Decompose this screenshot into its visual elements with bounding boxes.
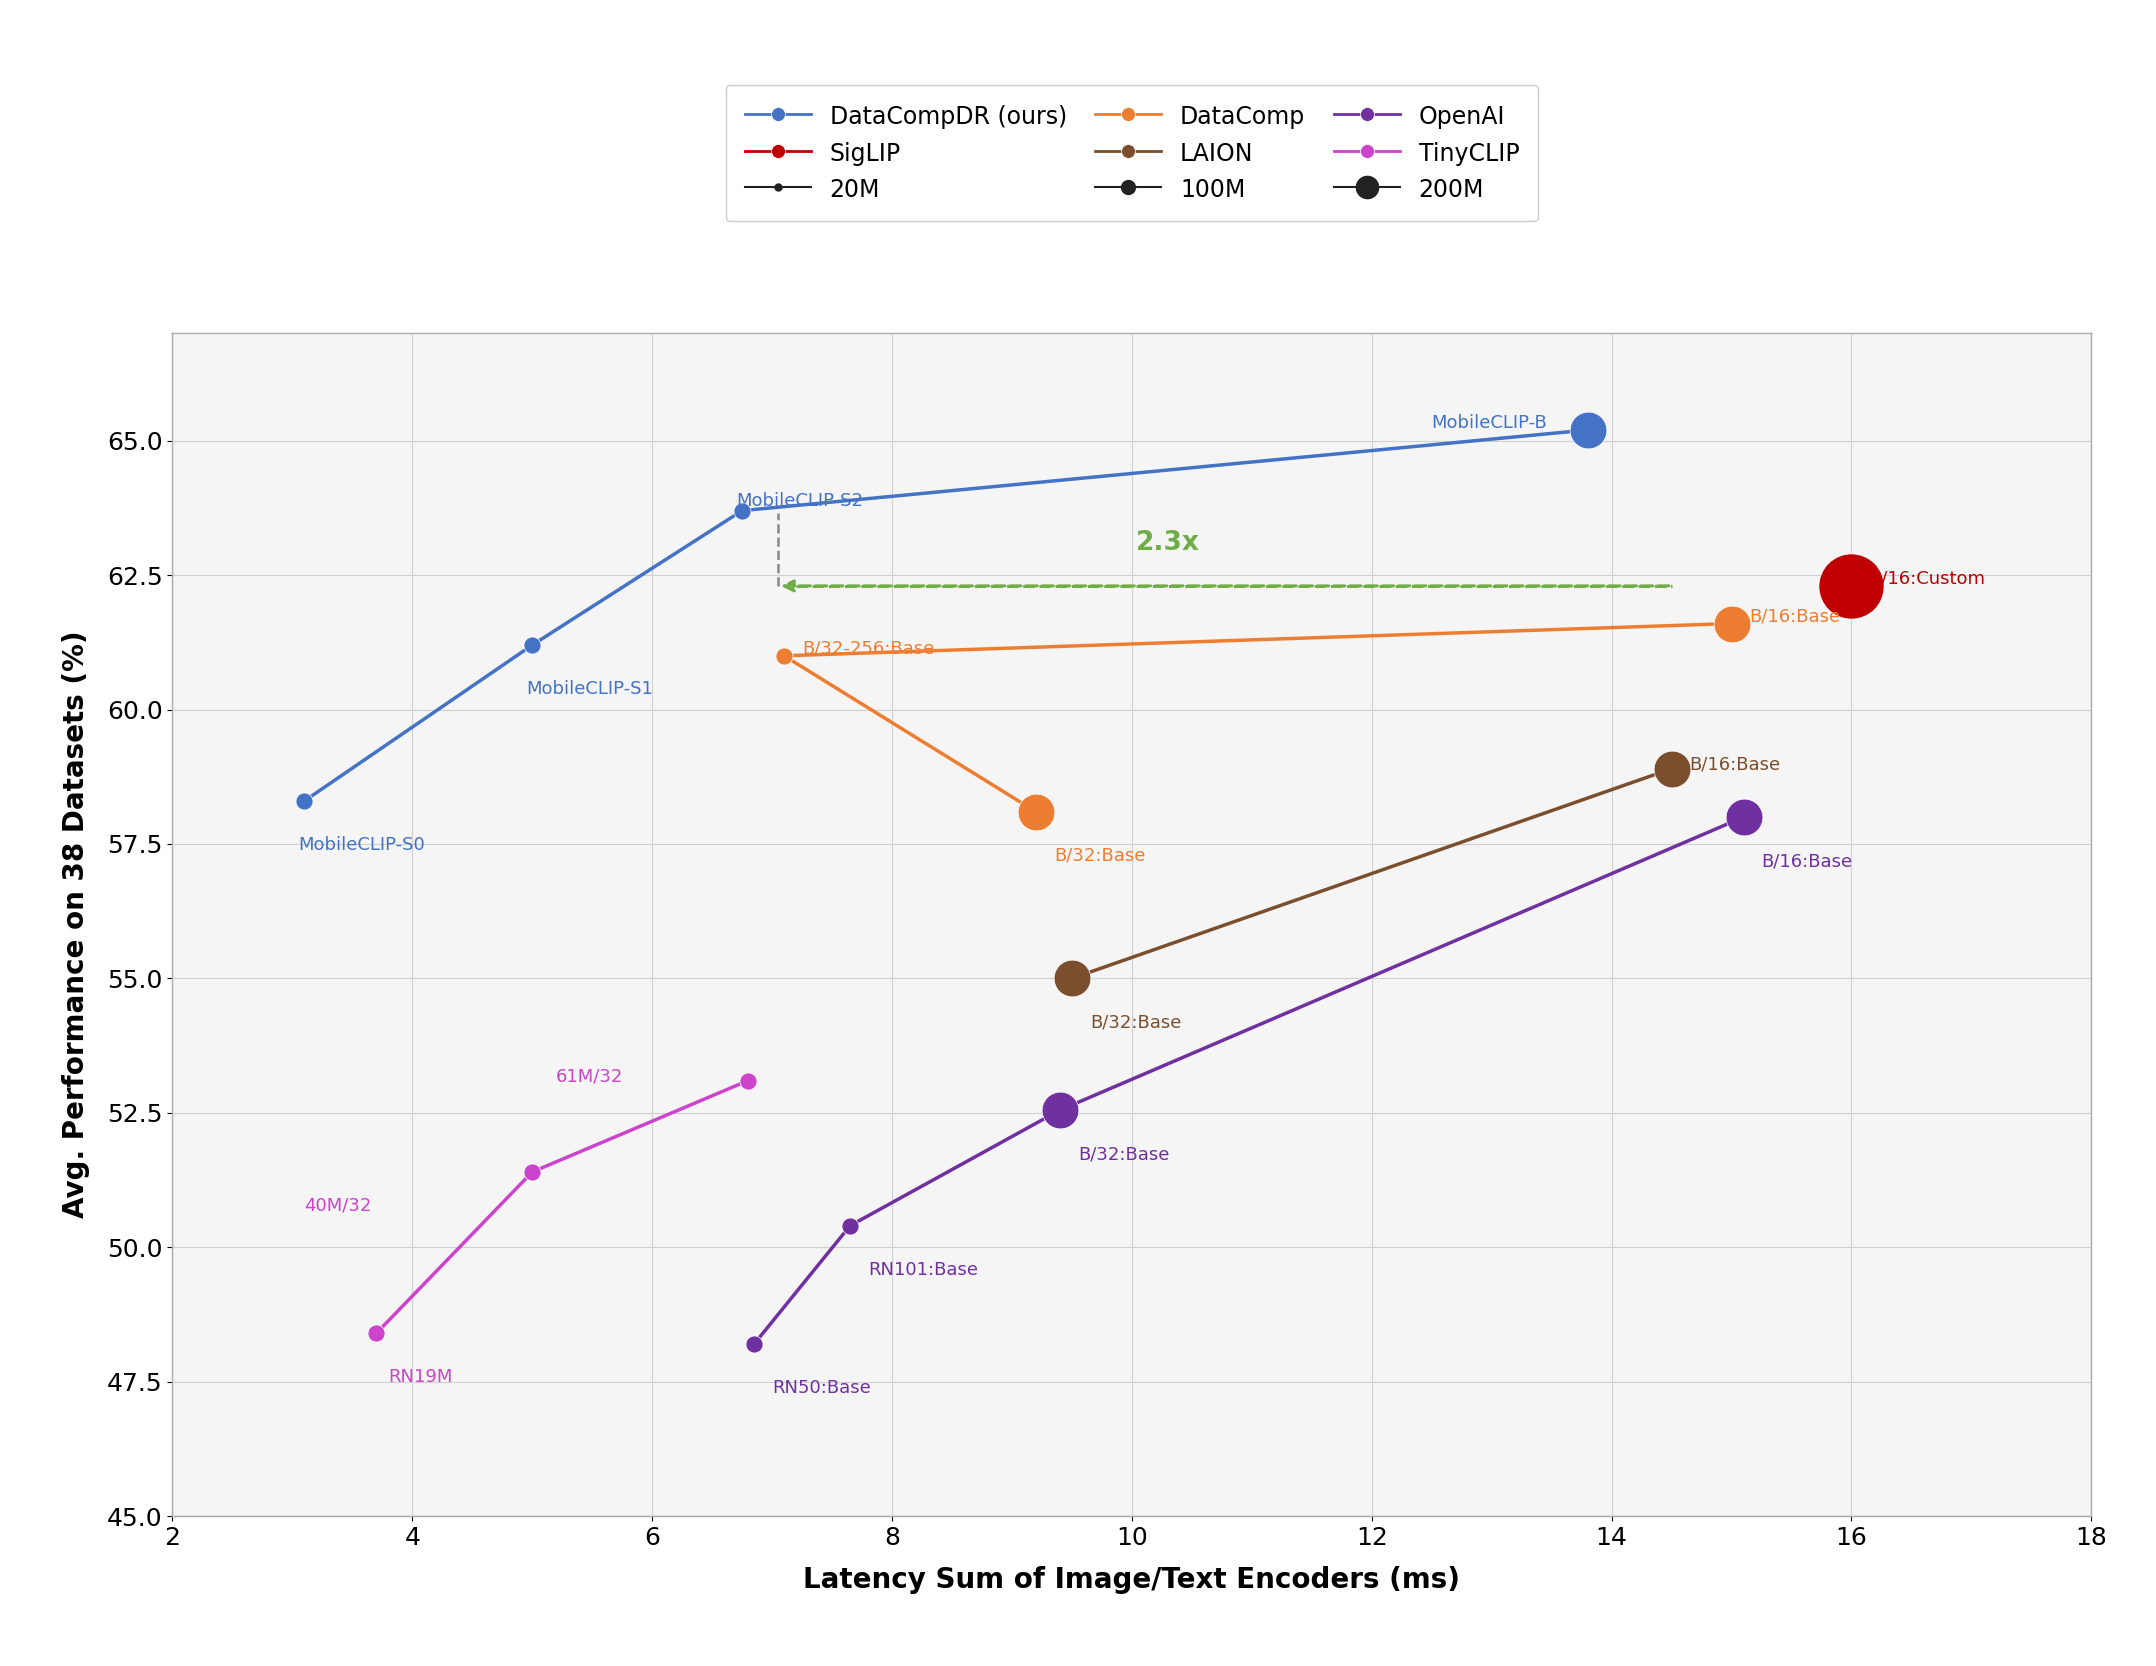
Text: RN19M: RN19M: [388, 1368, 453, 1386]
Point: [1020, 798, 1054, 825]
Text: B/16:Custom: B/16:Custom: [1869, 570, 1986, 588]
Text: 2.3x: 2.3x: [1136, 530, 1201, 556]
Point: [737, 1331, 772, 1358]
Point: [1054, 965, 1089, 991]
Text: 61M/32: 61M/32: [556, 1068, 623, 1085]
Text: B/16:Base: B/16:Base: [1761, 851, 1852, 870]
Point: [768, 643, 802, 670]
Text: MobileCLIP-S2: MobileCLIP-S2: [735, 491, 862, 510]
Text: MobileCLIP-S1: MobileCLIP-S1: [526, 680, 653, 698]
Point: [1654, 755, 1688, 781]
Text: B/32:Base: B/32:Base: [1078, 1145, 1169, 1163]
Point: [1727, 803, 1761, 830]
Text: B/32:Base: B/32:Base: [1054, 846, 1145, 865]
Point: [515, 1158, 550, 1185]
Y-axis label: Avg. Performance on 38 Datasets (%): Avg. Performance on 38 Datasets (%): [63, 631, 91, 1218]
Legend: DataCompDR (ours), SigLIP, 20M, DataComp, LAION, 100M, OpenAI, TinyCLIP, 200M: DataCompDR (ours), SigLIP, 20M, DataComp…: [727, 85, 1537, 222]
Text: B/32-256:Base: B/32-256:Base: [802, 640, 934, 658]
Point: [1835, 573, 1869, 600]
Point: [515, 631, 550, 658]
Text: B/16:Base: B/16:Base: [1749, 608, 1841, 625]
Point: [724, 496, 759, 523]
Point: [1714, 610, 1749, 636]
Text: MobileCLIP-S0: MobileCLIP-S0: [298, 836, 425, 855]
Point: [832, 1213, 867, 1240]
Point: [731, 1068, 765, 1095]
Point: [360, 1319, 395, 1346]
Text: RN50:Base: RN50:Base: [772, 1379, 871, 1398]
Text: 40M/32: 40M/32: [304, 1196, 371, 1215]
Text: B/16:Base: B/16:Base: [1690, 755, 1781, 773]
Point: [287, 788, 321, 815]
Text: RN101:Base: RN101:Base: [869, 1261, 979, 1279]
Text: MobileCLIP-B: MobileCLIP-B: [1432, 413, 1548, 431]
X-axis label: Latency Sum of Image/Text Encoders (ms): Latency Sum of Image/Text Encoders (ms): [804, 1566, 1460, 1594]
Point: [1570, 416, 1604, 443]
Text: B/32:Base: B/32:Base: [1091, 1013, 1181, 1031]
Point: [1044, 1096, 1078, 1123]
